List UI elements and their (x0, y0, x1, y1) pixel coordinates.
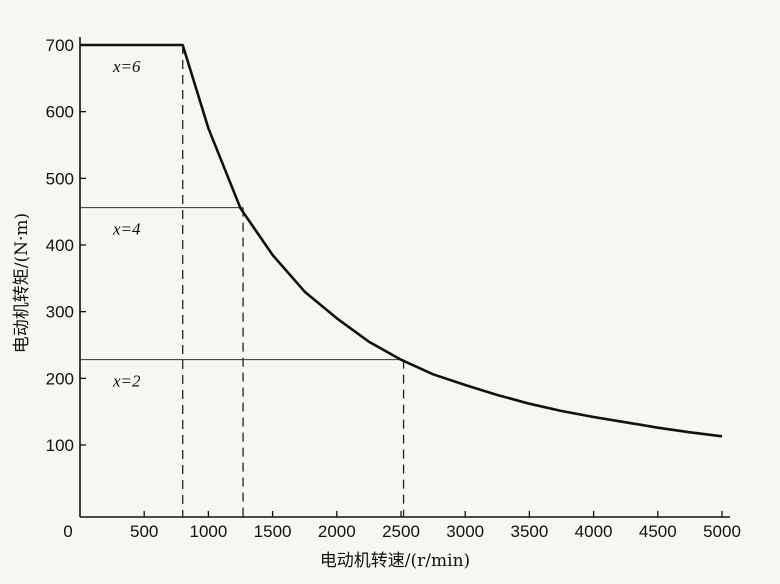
x-tick-label: 5000 (703, 522, 741, 541)
x-tick-label: 2000 (318, 522, 356, 541)
torque-curve (80, 43, 723, 438)
y-tick-label: 600 (46, 103, 74, 122)
y-tick-label: 500 (46, 169, 74, 188)
x-tick-label: 0 (63, 522, 72, 541)
series (80, 43, 723, 438)
x-tick-label: 2500 (382, 522, 420, 541)
x-tick-label: 1500 (254, 522, 292, 541)
x-tick-label: 4500 (639, 522, 677, 541)
guide-lines (80, 44, 405, 517)
x-tick-label: 4000 (575, 522, 613, 541)
x-tick-label: 500 (130, 522, 158, 541)
gear-ratio-label: x=4 (112, 220, 141, 239)
annotations: x=6 x=4 x=2 (112, 57, 141, 391)
x-tick-label: 1000 (189, 522, 227, 541)
y-tick-label: 700 (46, 36, 74, 55)
x-tick-label: 3500 (510, 522, 548, 541)
axes (79, 37, 730, 518)
y-tick-label: 300 (46, 303, 74, 322)
y-axis-title: 电动机转矩/(N·m) (12, 213, 32, 353)
gear-ratio-label: x=6 (112, 57, 141, 76)
y-tick-label: 400 (46, 236, 74, 255)
tick-labels: 0 500 1000 1500 2000 2500 3000 3500 4000 4500 5000… (46, 36, 741, 541)
y-tick-label: 100 (46, 436, 74, 455)
x-axis-title: 电动机转速/(r/min) (320, 551, 470, 571)
x-tick-label: 3000 (446, 522, 484, 541)
y-tick-label: 200 (46, 369, 74, 388)
gear-ratio-label: x=2 (112, 372, 141, 391)
